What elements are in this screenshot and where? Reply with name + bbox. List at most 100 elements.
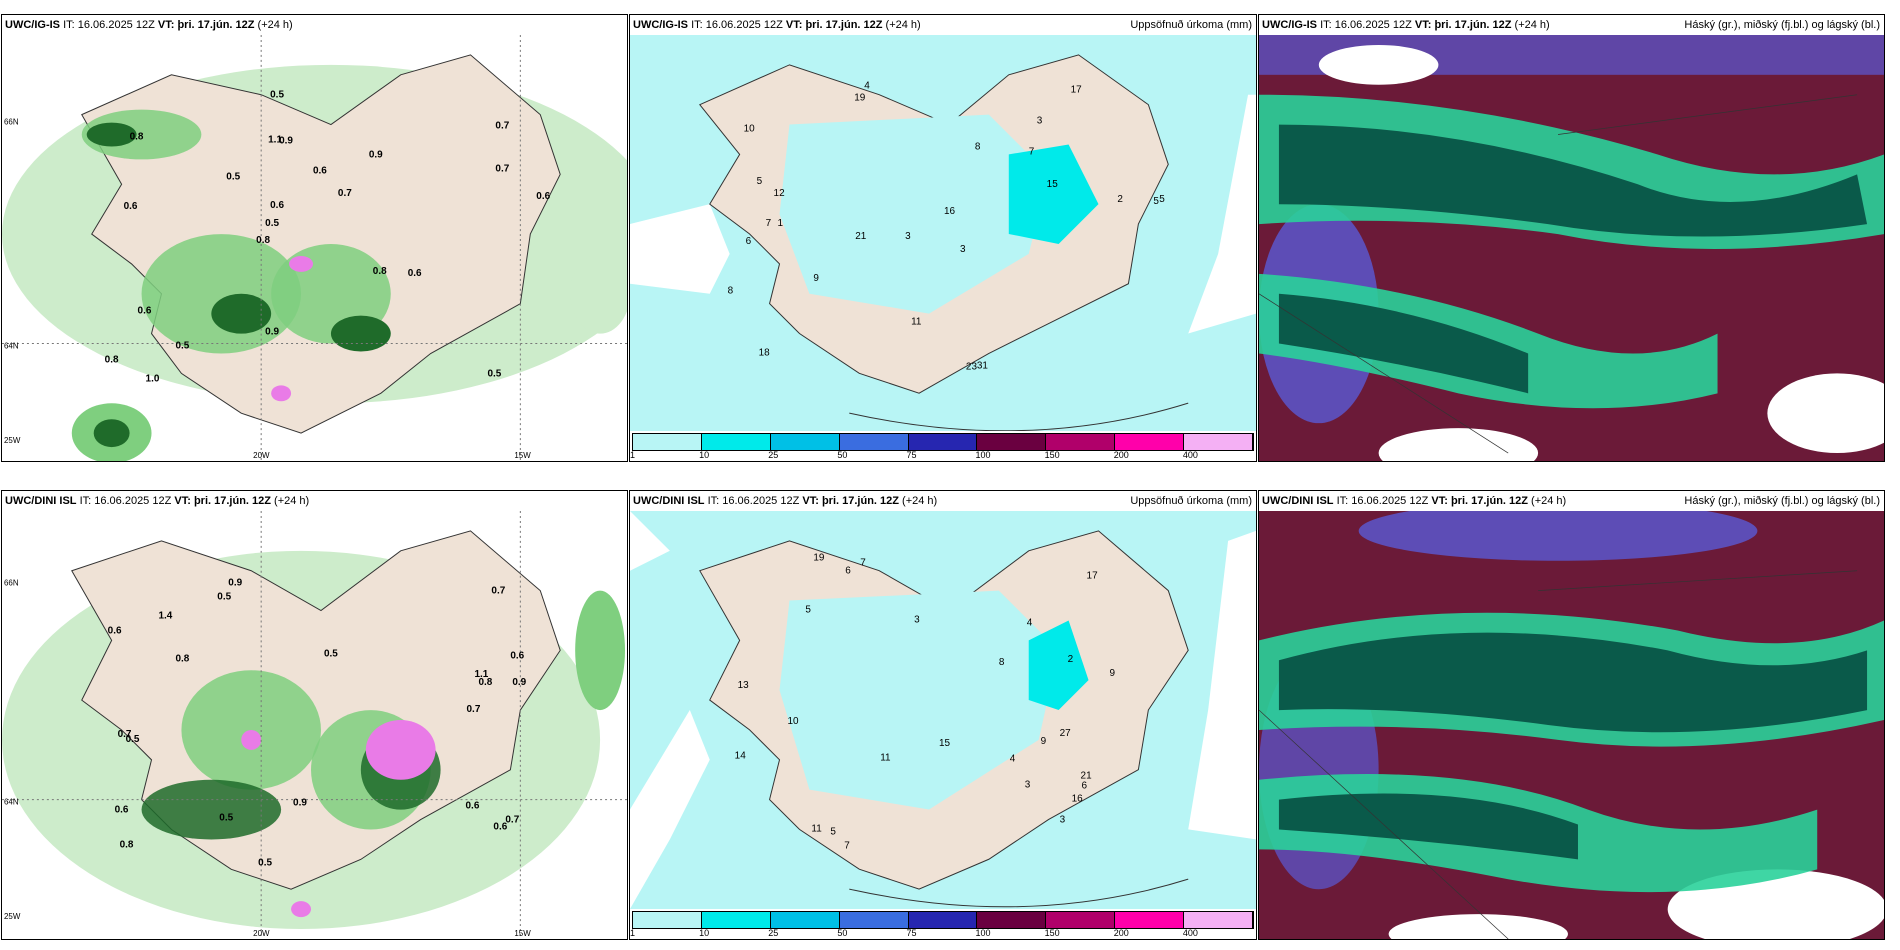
value-label: 9	[1109, 668, 1115, 679]
value-label: 19	[813, 553, 825, 564]
value-label: 0.5	[217, 592, 231, 603]
value-label: 0.6	[493, 822, 507, 833]
value-label: 0.8	[120, 839, 134, 850]
value-label: 5	[1153, 196, 1159, 207]
value-label: 0.7	[467, 704, 481, 715]
legend-swatch	[633, 912, 702, 928]
lead-time: (+24 h)	[1531, 495, 1567, 507]
value-label: 16	[1072, 794, 1084, 805]
legend-tick: 50	[837, 928, 848, 938]
value-label: 0.8	[130, 132, 144, 143]
legend-swatch	[770, 434, 840, 450]
model-name: UWC/IG-IS	[1262, 19, 1317, 31]
value-label: 0.5	[219, 813, 233, 824]
value-label: 15	[939, 738, 951, 749]
panel-top-mid-accum-precip: UWC/IG-IS IT: 16.06.2025 12Z VT: þri. 17…	[629, 14, 1257, 462]
value-label: 0.6	[510, 650, 524, 661]
valid-time: þri. 17.jún. 12Z	[177, 19, 255, 31]
value-label: 18	[759, 347, 771, 358]
lead-time: (+24 h)	[257, 19, 293, 31]
it-label: IT:	[691, 19, 703, 31]
value-label: 0.8	[175, 653, 189, 664]
value-label: 1.0	[146, 373, 160, 384]
legend-swatch	[1046, 434, 1116, 450]
legend-tick: 100	[975, 450, 991, 460]
legend-tick: 400	[1182, 450, 1198, 460]
value-label: 0.9	[293, 798, 307, 809]
valid-time: þri. 17.jún. 12Z	[821, 495, 899, 507]
value-label: 0.9	[265, 327, 279, 338]
vt-label: VT:	[802, 495, 819, 507]
value-label: 10	[744, 124, 756, 135]
value-label: 0.5	[258, 857, 272, 868]
legend-swatch	[908, 912, 978, 928]
legend-tick: 50	[837, 450, 848, 460]
legend-tick: 25	[768, 450, 779, 460]
panel-top-right-cloud-cover: UWC/IG-IS IT: 16.06.2025 12Z VT: þri. 17…	[1258, 14, 1885, 462]
value-label: 0.5	[226, 171, 240, 182]
axis-label-25w: 25W	[4, 436, 21, 445]
value-label: 7	[1029, 146, 1035, 157]
axis-label-64n: 64N	[4, 342, 19, 351]
value-label: 11	[911, 317, 922, 328]
value-label: 0.6	[115, 805, 129, 816]
legend-tick: 25	[768, 928, 779, 938]
value-label: 5	[830, 826, 836, 837]
legend-swatch	[701, 434, 771, 450]
value-label: 7	[844, 840, 850, 851]
value-label: 19	[854, 93, 866, 104]
value-label: 0.6	[108, 625, 122, 636]
legend-swatch	[1115, 434, 1185, 450]
value-label: 11	[880, 753, 891, 764]
valid-time: þri. 17.jún. 12Z	[1434, 19, 1512, 31]
panel-bottom-left-wind-precip: UWC/DINI ISL IT: 16.06.2025 12Z VT: þri.…	[1, 490, 628, 940]
value-label: 5	[757, 176, 763, 187]
value-label: 2	[1068, 654, 1074, 665]
value-label: 1	[778, 218, 784, 229]
axis-label-20w: 20W	[253, 451, 270, 460]
value-label: 7	[766, 218, 772, 229]
value-label: 0.9	[512, 677, 526, 688]
value-label: 0.9	[228, 578, 242, 589]
value-label: 11	[811, 823, 822, 834]
value-label: 7	[860, 558, 866, 569]
value-label: 12	[774, 188, 786, 199]
value-label: 0.8	[256, 235, 270, 246]
value-label: 17	[1087, 571, 1099, 582]
init-time: 16.06.2025 12Z	[94, 495, 172, 507]
value-label: 0.6	[138, 306, 152, 317]
accum-precip-map: 3 3 2 3 5 4 6 7 8 10 11 14 13 27 19 21 17 15 16 9 11 7 5 4 9 6	[630, 511, 1256, 909]
legend-swatch	[839, 434, 909, 450]
panel-subtitle: Uppsöfnuð úrkoma (mm)	[1130, 19, 1252, 31]
value-label: 14	[735, 751, 747, 762]
value-label: 8	[728, 286, 734, 297]
vt-label: VT:	[785, 19, 803, 31]
value-label: 0.5	[270, 90, 284, 101]
value-label: 16	[944, 206, 956, 217]
init-time: 16.06.2025 12Z	[1334, 19, 1412, 31]
model-name: UWC/IG-IS	[5, 19, 60, 31]
legend-swatch	[977, 912, 1047, 928]
axis-label-15w: 15W	[514, 451, 531, 460]
lead-time: (+24 h)	[1514, 19, 1550, 31]
value-label: 0.6	[466, 801, 480, 812]
legend-swatch	[633, 434, 702, 450]
value-label: 21	[1081, 771, 1093, 782]
value-label: 4	[864, 81, 870, 92]
value-label: 6	[845, 566, 851, 577]
value-label: 0.5	[324, 648, 338, 659]
value-label: 8	[999, 657, 1005, 668]
panel-bottom-mid-accum-precip: UWC/DINI ISL IT: 16.06.2025 12Z VT: þri.…	[629, 490, 1257, 940]
legend-swatch	[1115, 912, 1185, 928]
cloud-cover-map	[1259, 511, 1884, 939]
panel-bottom-right-cloud-cover: UWC/DINI ISL IT: 16.06.2025 12Z VT: þri.…	[1258, 490, 1885, 940]
value-label: 0.6	[408, 268, 422, 279]
value-label: 21	[855, 231, 867, 242]
axis-label-25w: 25W	[4, 912, 21, 921]
legend-swatch	[1046, 912, 1116, 928]
value-label: 3	[1060, 814, 1066, 825]
lead-time: (+24 h)	[902, 495, 938, 507]
legend-tick: 200	[1113, 928, 1129, 938]
panel-header: UWC/DINI ISL IT: 16.06.2025 12Z VT: þri.…	[2, 491, 627, 511]
panel-subtitle: Háský (gr.), miðský (fj.bl.) og lágský (…	[1684, 495, 1880, 507]
